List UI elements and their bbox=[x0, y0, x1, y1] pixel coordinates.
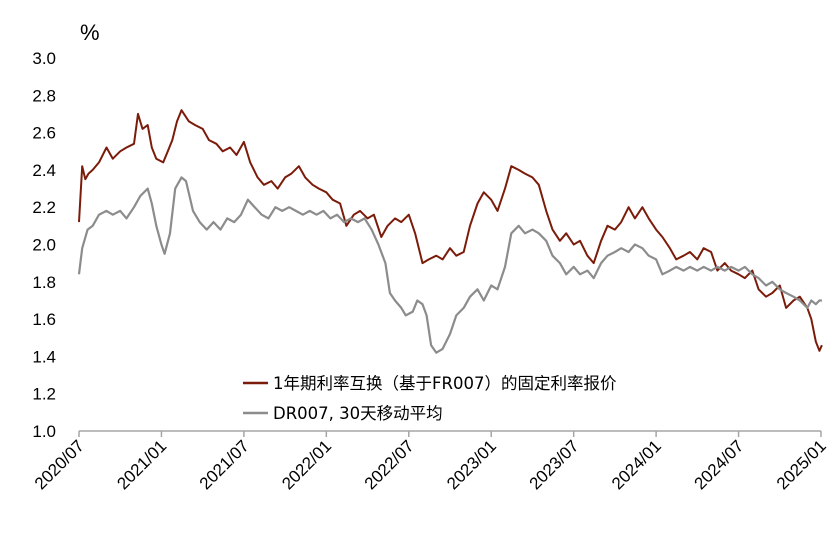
x-tick-label: 2025/01 bbox=[773, 436, 830, 493]
legend: 1年期利率互换（基于FR007）的固定利率报价 DR007, 30天移动平均 bbox=[243, 374, 616, 423]
legend-label-series-1: 1年期利率互换（基于FR007）的固定利率报价 bbox=[273, 374, 616, 393]
y-tick-label: 2.8 bbox=[32, 86, 56, 105]
series-lines bbox=[77, 109, 823, 354]
series-line-1 bbox=[78, 109, 823, 352]
y-tick-label: 3.0 bbox=[32, 49, 56, 68]
x-tick-label: 2024/01 bbox=[608, 436, 665, 493]
y-tick-label: 2.0 bbox=[32, 236, 56, 255]
y-tick-label: 1.0 bbox=[32, 422, 56, 441]
x-tick-label: 2020/07 bbox=[31, 436, 88, 493]
x-tick-label: 2022/01 bbox=[278, 436, 335, 493]
x-axis-ticks: 2020/07 2021/01 2021/07 2022/01 2022/07 2023/… bbox=[31, 431, 830, 493]
y-tick-label: 1.2 bbox=[32, 385, 56, 404]
x-tick-label: 2021/01 bbox=[113, 436, 170, 493]
y-tick-label: 1.6 bbox=[32, 310, 56, 329]
y-tick-label: 1.8 bbox=[32, 273, 56, 292]
y-axis-ticks: 3.0 2.8 2.6 2.4 2.2 2.0 1.8 1.6 1.4 1.2 1.0 bbox=[32, 49, 56, 441]
y-tick-label: 2.2 bbox=[32, 198, 56, 217]
y-unit-label: % bbox=[80, 20, 100, 45]
x-tick-label: 2022/07 bbox=[361, 436, 418, 493]
y-tick-label: 1.4 bbox=[32, 347, 56, 366]
y-tick-label: 2.4 bbox=[32, 161, 56, 180]
x-tick-label: 2023/01 bbox=[443, 436, 500, 493]
x-tick-label: 2024/07 bbox=[690, 436, 747, 493]
x-tick-label: 2021/07 bbox=[196, 436, 253, 493]
x-tick-label: 2023/07 bbox=[526, 436, 583, 493]
series-line-2 bbox=[77, 176, 822, 354]
legend-label-series-2: DR007, 30天移动平均 bbox=[273, 404, 443, 423]
y-tick-label: 2.6 bbox=[32, 124, 56, 143]
